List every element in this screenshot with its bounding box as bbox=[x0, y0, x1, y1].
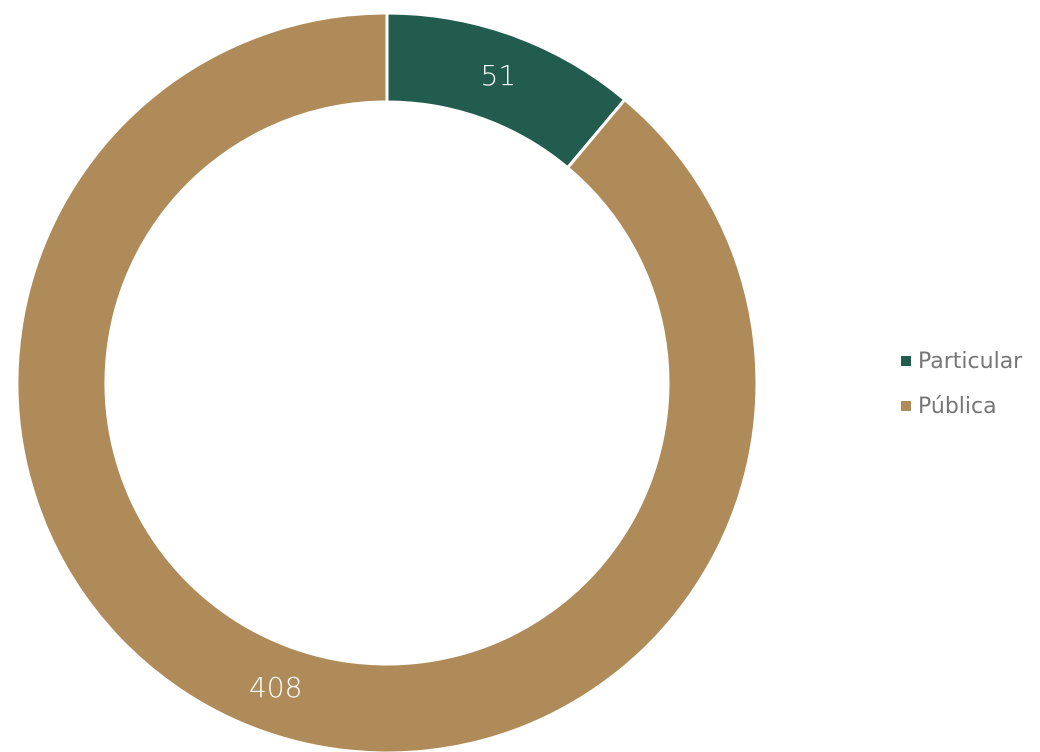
data-label-particular: 51 bbox=[481, 59, 517, 92]
donut-slices bbox=[15, 11, 759, 752]
legend-item-particular[interactable]: Particular bbox=[901, 349, 1023, 374]
legend-label-particular: Particular bbox=[918, 349, 1023, 374]
slice-publica[interactable] bbox=[15, 11, 759, 752]
data-labels: 51 408 bbox=[249, 59, 516, 704]
legend: Particular Pública bbox=[901, 349, 1023, 419]
legend-swatch-particular bbox=[901, 356, 911, 366]
legend-label-publica: Pública bbox=[918, 394, 997, 419]
legend-item-publica[interactable]: Pública bbox=[901, 394, 997, 419]
legend-swatch-publica bbox=[901, 401, 911, 411]
data-label-publica: 408 bbox=[249, 671, 302, 704]
